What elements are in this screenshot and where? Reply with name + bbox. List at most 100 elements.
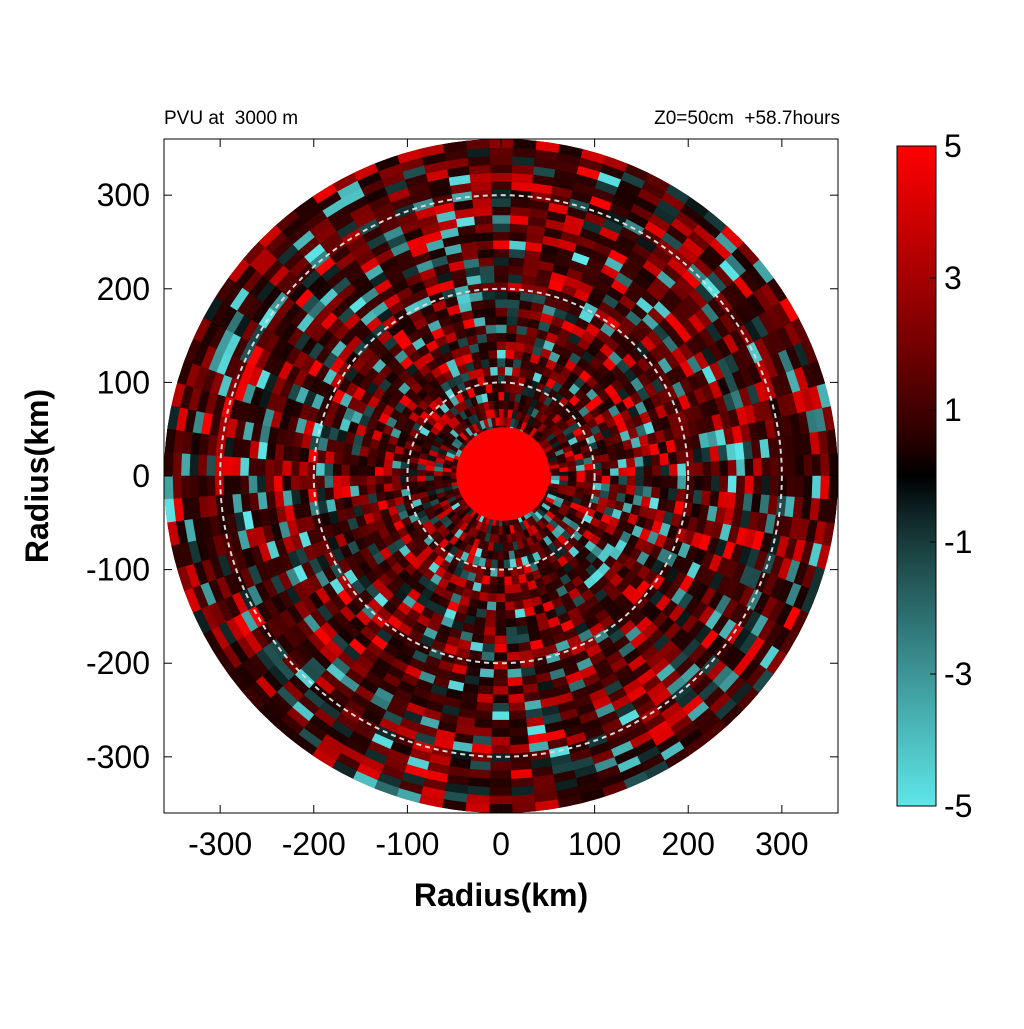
- pv-cell: [477, 256, 494, 267]
- pv-cell: [511, 366, 521, 377]
- pv-cell: [505, 609, 517, 620]
- pv-cell: [340, 486, 352, 499]
- pv-cell: [172, 475, 182, 500]
- pv-cell: [197, 454, 208, 477]
- pv-cell: [491, 214, 511, 224]
- pv-cell: [495, 332, 507, 342]
- pv-cell: [635, 465, 645, 477]
- pv-cell: [496, 366, 506, 376]
- y-axis-label: Radius(km): [19, 389, 55, 563]
- pv-cell: [273, 475, 283, 493]
- pv-cell: [324, 451, 335, 465]
- pv-cell: [513, 600, 525, 611]
- pv-cell: [493, 686, 509, 696]
- pv-cell: [180, 475, 191, 499]
- pv-cell: [357, 485, 368, 497]
- pv-cell: [513, 349, 524, 361]
- pv-cell: [465, 802, 490, 813]
- pv-cell: [504, 366, 513, 376]
- pv-cell: [332, 486, 343, 500]
- pv-cell: [507, 660, 522, 670]
- pv-cell: [493, 677, 509, 687]
- pv-cell: [382, 475, 393, 485]
- pv-cell: [786, 455, 797, 477]
- pv-cell: [490, 197, 512, 207]
- pv-cell: [668, 463, 679, 477]
- pv-cell: [481, 290, 496, 301]
- y-tick-label: -200: [86, 645, 150, 681]
- pv-cell: [365, 466, 376, 477]
- pv-cell: [315, 449, 327, 464]
- pv-cell: [486, 601, 497, 612]
- pv-cell: [475, 231, 494, 242]
- pv-cell: [609, 475, 620, 485]
- pv-cell: [650, 453, 662, 466]
- pv-cell: [719, 475, 729, 493]
- pv-cell: [509, 383, 518, 394]
- pv-cell: [374, 458, 385, 469]
- pv-cells: [164, 139, 838, 813]
- pv-cell: [609, 467, 620, 477]
- pv-cell: [489, 576, 498, 586]
- pv-cell: [505, 626, 519, 637]
- pv-cell: [281, 460, 292, 477]
- pv-cell: [599, 489, 610, 500]
- pv-cell: [820, 475, 830, 500]
- pv-cell: [778, 475, 788, 497]
- pv-cell: [510, 197, 531, 209]
- pv-cell: [507, 265, 524, 276]
- pv-cell: [507, 273, 523, 284]
- pv-cell: [290, 460, 300, 477]
- pv-cell: [214, 475, 224, 497]
- pv-cell: [357, 475, 367, 487]
- pv-cell: [383, 459, 393, 469]
- pv-cell: [497, 391, 505, 401]
- pv-cell: [480, 660, 495, 670]
- colorbar-tick-label: 5: [944, 128, 962, 164]
- pv-cell: [365, 475, 376, 486]
- pv-cell: [483, 634, 496, 645]
- pv-cell: [197, 475, 208, 498]
- pv-cell: [495, 324, 507, 334]
- pv-cell: [618, 475, 628, 486]
- pv-cell: [504, 349, 515, 360]
- pv-cell: [794, 475, 805, 498]
- pv-cell: [617, 458, 628, 469]
- pv-cell: [473, 727, 493, 738]
- y-tick-label: -300: [86, 739, 150, 775]
- pv-cell: [634, 485, 645, 497]
- pv-cell: [494, 635, 508, 645]
- pv-cell: [660, 475, 670, 489]
- pv-cell: [479, 273, 495, 284]
- pv-cell: [618, 466, 628, 477]
- pv-cell: [506, 643, 520, 654]
- pv-cell: [675, 449, 687, 464]
- pv-cell: [247, 475, 258, 494]
- pv-cell: [512, 802, 537, 813]
- pv-cell: [492, 231, 510, 241]
- pv-cell: [609, 483, 619, 493]
- pv-cell: [391, 475, 401, 484]
- pv-cell: [761, 475, 771, 496]
- pv-cell: [408, 462, 418, 471]
- pv-cell: [349, 465, 359, 477]
- pv-cell: [477, 341, 489, 352]
- pv-cell: [374, 483, 385, 494]
- pv-cell: [490, 181, 512, 191]
- pv-cell: [493, 669, 509, 679]
- pv-cell: [478, 265, 495, 276]
- pv-cell: [643, 465, 653, 477]
- pv-cell: [503, 399, 510, 410]
- pv-cell: [490, 761, 512, 771]
- pv-cell: [188, 475, 199, 499]
- pv-cell: [584, 469, 594, 477]
- pv-cell: [349, 485, 360, 498]
- pv-cell: [256, 458, 266, 477]
- pv-cell: [489, 778, 513, 788]
- pv-cell: [188, 453, 199, 477]
- pv-cell: [180, 453, 191, 477]
- pv-cell: [502, 408, 509, 418]
- pv-cell: [492, 703, 510, 713]
- pv-cell: [752, 475, 763, 495]
